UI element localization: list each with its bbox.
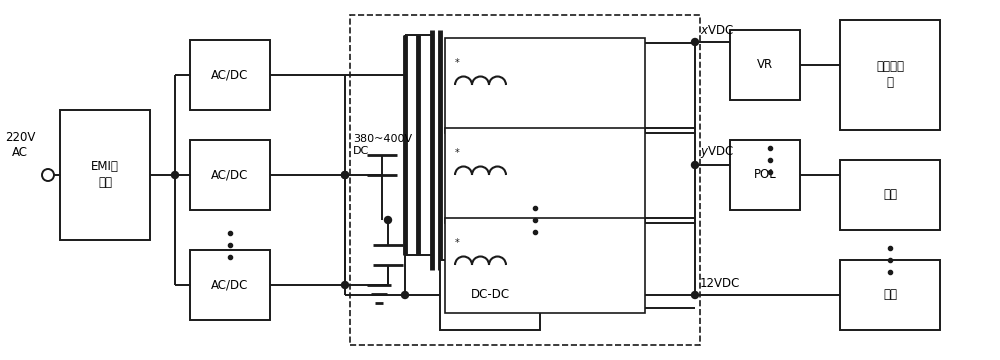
Circle shape: [342, 171, 349, 179]
Bar: [840, 20, 940, 130]
Bar: [730, 30, 800, 100]
Circle shape: [172, 171, 178, 179]
Text: *: *: [455, 238, 459, 248]
Text: VR: VR: [757, 58, 773, 72]
Bar: [730, 140, 800, 210]
Circle shape: [692, 39, 698, 45]
Circle shape: [402, 292, 409, 298]
Bar: [840, 160, 940, 230]
Text: 380~400V
DC: 380~400V DC: [353, 134, 412, 156]
Bar: [440, 260, 540, 330]
Bar: [190, 40, 270, 110]
Text: POL: POL: [754, 168, 776, 181]
Bar: [60, 110, 150, 240]
Bar: [445, 38, 645, 133]
Bar: [445, 218, 645, 313]
Circle shape: [384, 216, 392, 224]
Text: DC-DC: DC-DC: [470, 288, 510, 302]
Text: *: *: [455, 58, 459, 68]
Text: AC/DC: AC/DC: [211, 68, 249, 81]
Text: 12VDC: 12VDC: [700, 277, 740, 290]
Circle shape: [692, 292, 698, 298]
Circle shape: [692, 162, 698, 168]
Text: 处理器内
存: 处理器内 存: [876, 60, 904, 90]
Text: 220V
AC: 220V AC: [5, 131, 35, 159]
Bar: [840, 260, 940, 330]
Text: AC/DC: AC/DC: [211, 279, 249, 292]
Bar: [350, 15, 700, 345]
Bar: [190, 140, 270, 210]
Text: EMI滤
波器: EMI滤 波器: [91, 161, 119, 189]
Text: 芯片: 芯片: [883, 189, 897, 202]
Text: *: *: [455, 148, 459, 158]
Bar: [190, 250, 270, 320]
Text: $x$VDC: $x$VDC: [700, 24, 734, 37]
Text: $y$VDC: $y$VDC: [700, 144, 734, 160]
Text: 硬盘: 硬盘: [883, 288, 897, 302]
Bar: [445, 128, 645, 223]
Circle shape: [342, 171, 349, 179]
Text: AC/DC: AC/DC: [211, 168, 249, 181]
Circle shape: [342, 282, 349, 288]
